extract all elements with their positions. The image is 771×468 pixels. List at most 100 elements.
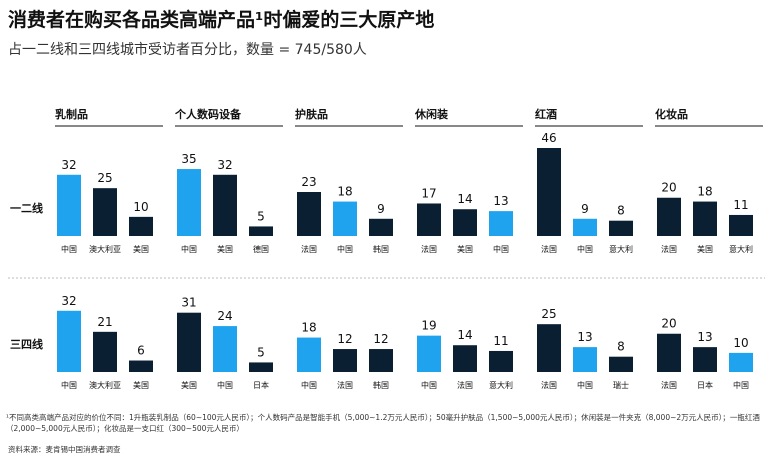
category-label: 中国 — [421, 380, 437, 390]
bar — [129, 216, 153, 236]
value-label: 5 — [257, 345, 265, 359]
category-label: 美国 — [697, 244, 713, 254]
row-label: 三四线 — [10, 337, 43, 351]
value-label: 46 — [541, 131, 556, 145]
category-label: 中国 — [217, 380, 233, 390]
chart-subtitle: 占一二线和三四线城市受访者百分比，数量 = 745/580人 — [8, 41, 367, 58]
value-label: 20 — [661, 181, 676, 195]
category-label: 中国 — [337, 244, 353, 254]
bar — [249, 226, 273, 236]
category-label: 中国 — [733, 380, 749, 390]
category-label: 意大利 — [489, 380, 513, 390]
category-label: 法国 — [661, 244, 677, 254]
footnote-box: ¹不同高类高端产品对应的价位不同：1升瓶装乳制品（60~100元人民币）；个人数… — [6, 413, 760, 433]
value-label: 10 — [133, 200, 148, 214]
category-label: 日本 — [697, 380, 713, 390]
value-label: 11 — [493, 334, 508, 348]
bar — [213, 174, 237, 236]
value-label: 14 — [457, 328, 472, 342]
bar — [693, 347, 717, 372]
value-label: 6 — [137, 344, 145, 358]
bar — [369, 349, 393, 372]
bar — [57, 310, 81, 372]
value-label: 35 — [181, 152, 196, 166]
category-label: 中国 — [61, 244, 77, 254]
category-label: 瑞士 — [613, 380, 629, 390]
column-title: 乳制品 — [55, 107, 88, 121]
value-label: 31 — [181, 296, 196, 310]
category-label: 美国 — [133, 380, 149, 390]
value-label: 18 — [337, 185, 352, 199]
category-label: 法国 — [541, 380, 557, 390]
bar — [657, 333, 681, 372]
value-label: 32 — [217, 158, 232, 172]
bar — [729, 214, 753, 236]
value-label: 9 — [377, 202, 385, 216]
value-label: 25 — [97, 171, 112, 185]
bar — [213, 326, 237, 372]
bar — [93, 331, 117, 372]
bar — [417, 335, 441, 372]
category-label: 日本 — [253, 380, 269, 390]
category-label: 中国 — [301, 380, 317, 390]
category-label: 美国 — [217, 244, 233, 254]
value-label: 18 — [697, 185, 712, 199]
bar — [537, 324, 561, 372]
value-label: 13 — [493, 194, 508, 208]
column-title: 护肤品 — [295, 107, 328, 121]
value-label: 20 — [661, 317, 676, 331]
category-label: 韩国 — [373, 244, 389, 254]
bar — [297, 337, 321, 372]
bar — [369, 218, 393, 236]
bar — [573, 218, 597, 236]
value-label: 23 — [301, 175, 316, 189]
value-label: 12 — [337, 332, 352, 346]
value-label: 21 — [97, 315, 112, 329]
column-title: 休闲装 — [414, 107, 448, 121]
value-label: 8 — [617, 204, 625, 218]
category-label: 中国 — [181, 244, 197, 254]
column-title: 红酒 — [535, 107, 557, 121]
category-label: 法国 — [661, 380, 677, 390]
bar — [537, 148, 561, 236]
footnote: ¹不同高类高端产品对应的价位不同：1升瓶装乳制品（60~100元人民币）；个人数… — [6, 413, 760, 433]
value-label: 13 — [697, 330, 712, 344]
bar — [609, 220, 633, 236]
column-title: 化妆品 — [655, 107, 688, 121]
bar — [333, 349, 357, 372]
category-label: 法国 — [541, 244, 557, 254]
category-label: 法国 — [421, 244, 437, 254]
category-label: 美国 — [133, 244, 149, 254]
value-label: 12 — [373, 332, 388, 346]
column-title: 个人数码设备 — [174, 107, 242, 121]
bar — [177, 312, 201, 372]
value-label: 11 — [733, 198, 748, 212]
chart-title: 消费者在购买各品类高端产品¹时偏爱的三大原产地 — [8, 8, 434, 31]
value-label: 18 — [301, 321, 316, 335]
category-label: 中国 — [577, 380, 593, 390]
category-label: 澳大利亚 — [89, 380, 121, 390]
bar — [453, 345, 477, 372]
value-label: 32 — [61, 294, 76, 308]
category-label: 中国 — [493, 244, 509, 254]
category-label: 意大利 — [729, 244, 753, 254]
bar — [573, 347, 597, 372]
value-label: 13 — [577, 330, 592, 344]
bar — [177, 169, 201, 236]
value-label: 10 — [733, 336, 748, 350]
bar — [333, 201, 357, 236]
category-label: 德国 — [253, 244, 269, 254]
row-label: 一二线 — [10, 201, 43, 215]
value-label: 19 — [421, 319, 436, 333]
category-label: 澳大利亚 — [89, 244, 121, 254]
bar — [729, 352, 753, 372]
value-label: 5 — [257, 209, 265, 223]
category-label: 法国 — [457, 380, 473, 390]
category-label: 意大利 — [609, 244, 633, 254]
category-label: 中国 — [61, 380, 77, 390]
bar — [93, 188, 117, 236]
value-label: 14 — [457, 192, 472, 206]
bar — [609, 356, 633, 372]
value-label: 24 — [217, 309, 232, 323]
